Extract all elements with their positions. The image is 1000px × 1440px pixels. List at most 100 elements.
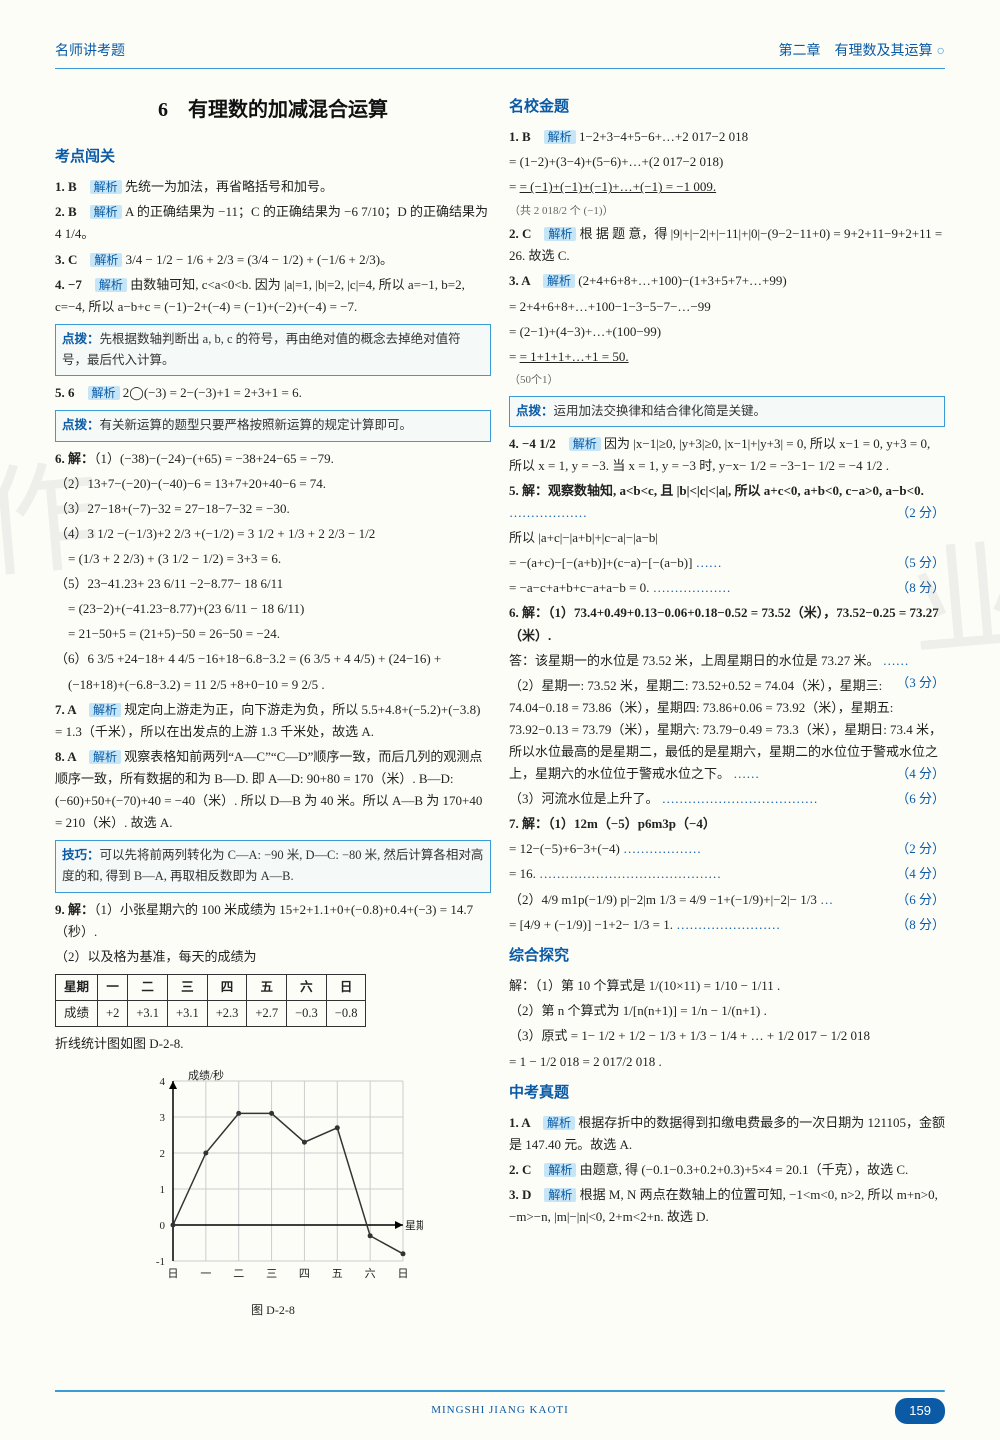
r-q7: 7. 解：（1）12m（−5）p6m3p（−4）: [509, 813, 945, 835]
content-columns: 6 有理数的加减混合运算 考点闯关 1. B 解析 先统一为加法，再省略括号和加…: [55, 87, 945, 1323]
q3: 3. C 解析 3/4 − 1/2 − 1/6 + 2/3 = (3/4 − 1…: [55, 249, 491, 271]
q6-line: （4）3 1/2 −(−1/3)+2 2/3 +(−1/2) = 3 1/2 +…: [55, 523, 491, 545]
svg-text:成绩/秒: 成绩/秒: [188, 1068, 224, 1082]
table-header-cell: 一: [98, 974, 128, 1000]
left-column: 6 有理数的加减混合运算 考点闯关 1. B 解析 先统一为加法，再省略括号和加…: [55, 87, 491, 1323]
q6-line: （3）27−18+(−7)−32 = 27−18−7−32 = −30.: [55, 498, 491, 520]
r-q1-line: = (1−2)+(3−4)+(5−6)+…+(2 017−2 018): [509, 151, 945, 173]
page-header: 名师讲考题 第二章 有理数及其运算: [55, 40, 945, 69]
r-q2: 2. C 解析 根 据 题 意，得 |9|+|−2|+|−11|+|0|−(9−…: [509, 223, 945, 267]
chart-caption: 图 D-2-8: [55, 1300, 491, 1320]
table-row-data: 成绩+2+3.1+3.1+2.3+2.7−0.3−0.8: [56, 1001, 366, 1027]
r-q3-line: = = 1+1+1+…+1 = 50.: [509, 346, 945, 368]
svg-text:三: 三: [266, 1268, 277, 1280]
r-q6: 6. 解：（1）73.4+0.49+0.13−0.06+0.18−0.52 = …: [509, 602, 945, 646]
footer-pinyin: MINGSHI JIANG KAOTI: [0, 1401, 1000, 1420]
tip-box-2: 点拨：有关新运算的题型只要严格按照新运算的规定计算即可。: [55, 410, 491, 441]
r-q6-line: （3）河流水位是上升了。 ……………………………… （6 分）: [509, 788, 945, 810]
tag-analysis: 解析: [90, 205, 122, 219]
q8: 8. A 解析 观察表格知前两列“A—C”“C—D”顺序一致，而后几列的观测点顺…: [55, 746, 491, 834]
tag-analysis: 解析: [569, 437, 601, 451]
q6-line: （5）23−41.23+ 23 6/11 −2−8.77− 18 6/11: [55, 573, 491, 595]
tip-box-1: 点拨：先根据数轴判断出 a, b, c 的符号，再由绝对值的概念去掉绝对值符号，…: [55, 324, 491, 377]
r-q3-line: = 2+4+6+8+…+100−1−3−5−7−…−99: [509, 296, 945, 318]
subsect-zhongkao: 中考真题: [509, 1081, 945, 1107]
e2: （2）第 n 个算式为 1/[n(n+1)] = 1/n − 1/(n+1) .: [509, 1000, 945, 1022]
r-q7-line: （2）4/9 m1p(−1/9) p|−2|m 1/3 = 4/9 −1+(−1…: [509, 889, 945, 911]
r-q6-line: （2）星期一: 73.52 米，星期二: 73.52+0.52 = 74.04（…: [509, 675, 945, 785]
table-cell: +3.1: [128, 1001, 168, 1027]
svg-text:日: 日: [398, 1268, 409, 1280]
svg-text:五: 五: [332, 1268, 343, 1280]
header-left: 名师讲考题: [55, 40, 125, 64]
tag-analysis: 解析: [89, 750, 121, 764]
q6-line: （6）6 3/5 +24−18+ 4 4/5 −16+18−6.8−3.2 = …: [55, 648, 491, 670]
e1: 解：（1）第 10 个算式是 1/(10×11) = 1/10 − 1/11 .: [509, 975, 945, 997]
table-row-head: 星期一二三四五六日: [56, 974, 366, 1000]
r-q6-line: 答：该星期一的水位是 73.52 米，上周星期日的水位是 73.27 米。 ………: [509, 650, 945, 672]
tag-analysis: 解析: [95, 278, 127, 292]
tag-analysis: 解析: [543, 274, 575, 288]
q4: 4. −7 解析 由数轴可知, c<a<0<b. 因为 |a|=1, |b|=2…: [55, 274, 491, 318]
svg-text:一: 一: [200, 1268, 211, 1280]
q6-line: (−18+18)+(−6.8−3.2) = 11 2/5 +8+0−10 = 9…: [55, 674, 491, 696]
r-q7-line: = 12−(−5)+6−3+(−4) ……………… （2 分）: [509, 838, 945, 860]
tag-analysis: 解析: [88, 386, 120, 400]
q9-line: 折线统计图如图 D-2-8.: [55, 1033, 491, 1055]
table-header-cell: 五: [247, 974, 287, 1000]
svg-text:1: 1: [160, 1184, 166, 1196]
svg-text:六: 六: [365, 1267, 376, 1280]
subsect-mingxiao: 名校金题: [509, 95, 945, 121]
svg-text:0: 0: [160, 1220, 166, 1232]
e3: （3）原式 = 1− 1/2 + 1/2 − 1/3 + 1/3 − 1/4 +…: [509, 1025, 945, 1047]
tag-analysis: 解析: [90, 180, 122, 194]
tip-box-3: 技巧：可以先将前两列转化为 C—A: −90 米, D—C: −80 米, 然后…: [55, 840, 491, 893]
tag-analysis: 解析: [544, 1163, 576, 1177]
z2: 2. C 解析 由题意, 得 (−0.1−0.3+0.2+0.3)+5×4 = …: [509, 1159, 945, 1181]
r-q5-line: = −(a+c)−[−(a+b)]+(c−a)−[−(a−b)] …… （5 分…: [509, 552, 945, 574]
tag-analysis: 解析: [89, 703, 121, 717]
line-chart: 43210-1日一二三四五六日成绩/秒星期: [123, 1066, 423, 1296]
table-cell: 成绩: [56, 1001, 98, 1027]
table-header-cell: 四: [207, 974, 247, 1000]
svg-text:4: 4: [160, 1076, 166, 1088]
r-q4: 4. −4 1/2 解析 因为 |x−1|≥0, |y+3|≥0, |x−1|+…: [509, 433, 945, 477]
q1: 1. B 解析 先统一为加法，再省略括号和加号。: [55, 176, 491, 198]
header-right: 第二章 有理数及其运算: [779, 40, 945, 64]
svg-text:-1: -1: [156, 1256, 165, 1268]
page-number: 159: [895, 1398, 945, 1424]
right-column: 名校金题 1. B 解析 1−2+3−4+5−6+…+2 017−2 018 =…: [509, 87, 945, 1323]
z1: 1. A 解析 根据存折中的数据得到扣缴电费最多的一次日期为 121105，金额…: [509, 1112, 945, 1156]
q5: 5. 6 解析 2◯(−3) = 2−(−3)+1 = 2+3+1 = 6.: [55, 382, 491, 404]
tag-analysis: 解析: [544, 227, 576, 241]
svg-text:二: 二: [233, 1268, 244, 1280]
r-q3-line: （50个1）: [509, 371, 945, 390]
q6: 6. 解：（1）(−38)−(−24)−(+65) = −38+24−65 = …: [55, 448, 491, 470]
table-header-cell: 星期: [56, 974, 98, 1000]
q2: 2. B 解析 A 的正确结果为 −11；C 的正确结果为 −6 7/10；D …: [55, 201, 491, 245]
q9-line: （2）以及格为基准，每天的成绩为: [55, 946, 491, 968]
r-q7-line: = [4/9 + (−1/9)] −1+2− 1/3 = 1. ………………………: [509, 914, 945, 936]
r-q5: 5. 解：观察数轴知, a<b<c, 且 |b|<|c|<|a|, 所以 a+c…: [509, 480, 945, 524]
footer-line: [55, 1390, 945, 1392]
z3: 3. D 解析 根据 M, N 两点在数轴上的位置可知, −1<m<0, n>2…: [509, 1184, 945, 1228]
table-header-cell: 日: [326, 974, 366, 1000]
table-cell: −0.8: [326, 1001, 366, 1027]
table-cell: +2.3: [207, 1001, 247, 1027]
table-header-cell: 六: [287, 974, 327, 1000]
page: 作 业 名师讲考题 第二章 有理数及其运算 6 有理数的加减混合运算 考点闯关 …: [0, 0, 1000, 1440]
svg-text:3: 3: [160, 1112, 166, 1124]
svg-text:2: 2: [160, 1148, 166, 1160]
r-q1-line: （共 2 018/2 个 (−1)）: [509, 202, 945, 221]
r-q5-line: = −a−c+a+b+c−a+a−b = 0. ……………… （8 分）: [509, 577, 945, 599]
e3b: = 1 − 1/2 018 = 2 017/2 018 .: [509, 1051, 945, 1073]
table-cell: +3.1: [168, 1001, 208, 1027]
table-cell: +2.7: [247, 1001, 287, 1027]
subsect-zonghe: 综合探究: [509, 944, 945, 970]
svg-text:四: 四: [299, 1268, 310, 1280]
svg-text:星期: 星期: [405, 1219, 423, 1232]
subsect-kaodian: 考点闯关: [55, 145, 491, 171]
q9: 9. 解：（1）小张星期六的 100 米成绩为 15+2+1.1+0+(−0.8…: [55, 899, 491, 943]
r-q3-line: = (2−1)+(4−3)+…+(100−99): [509, 321, 945, 343]
tag-analysis: 解析: [90, 253, 122, 267]
